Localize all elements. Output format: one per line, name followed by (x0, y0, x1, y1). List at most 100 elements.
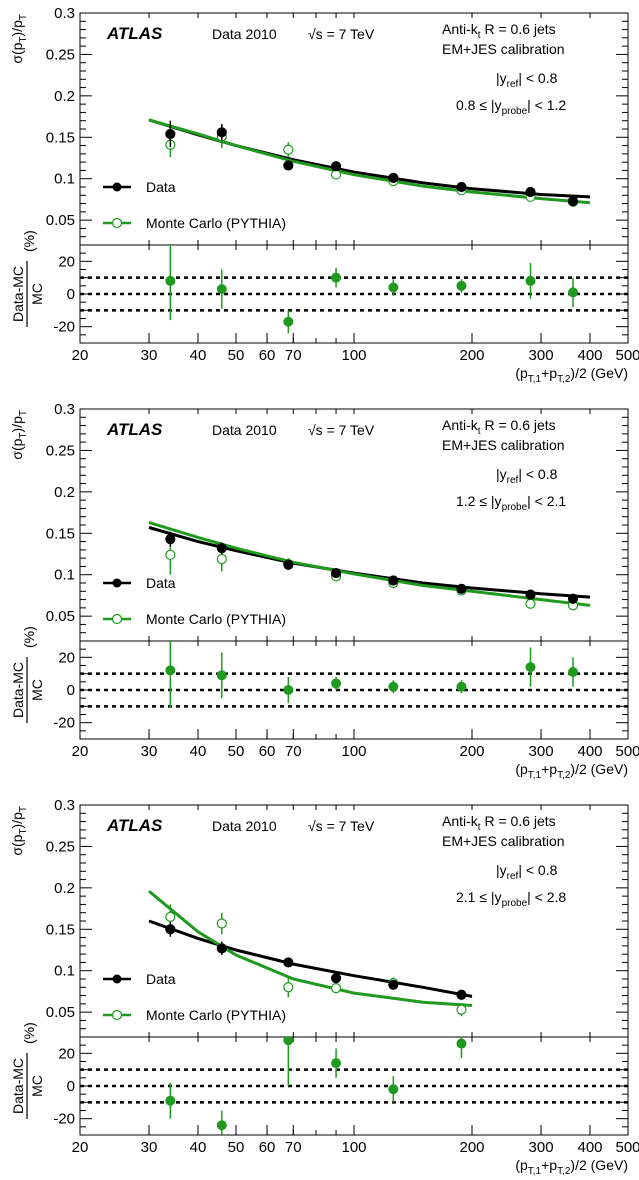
x-tick-label: 300 (529, 347, 554, 364)
x-tick-label: 70 (285, 1139, 302, 1156)
mc-point (165, 549, 176, 560)
mc-point (283, 144, 294, 155)
data-point (456, 989, 467, 1000)
probe-rapidity-label: 1.2 ≤ |yprobe| < 2.1 (456, 493, 566, 513)
data-point (525, 186, 536, 198)
ratio-label-unit: (%) (21, 230, 37, 252)
ratio-label-numerator: Data-MC (10, 266, 26, 322)
legend-data-marker (112, 974, 122, 984)
x-tick-label: 30 (141, 347, 158, 364)
mc-point (330, 983, 342, 994)
y-tick-label: 0.2 (54, 484, 75, 501)
data-point (567, 195, 579, 207)
ratio-tick-label: -20 (53, 715, 75, 732)
legend-mc-label: Monte Carlo (PYTHIA) (146, 611, 286, 627)
x-tick-label: 500 (615, 1139, 639, 1156)
ratio-tick-label: 0 (67, 682, 75, 699)
ratio-point (283, 685, 294, 695)
ratio-label-denominator: MC (29, 283, 45, 305)
data-point (456, 181, 467, 193)
ratio-point (456, 1038, 467, 1049)
atlas-label: ATLAS (106, 24, 163, 43)
fit-curve-mc (148, 521, 591, 607)
x-tick-label: 400 (577, 743, 602, 760)
x-tick-label: 400 (577, 347, 602, 364)
ratio-point (331, 272, 342, 283)
y-tick-label: 0.05 (46, 608, 75, 625)
y-tick-label: 0.05 (46, 212, 75, 229)
ratio-point (216, 284, 227, 295)
x-axis-label: (pT,1+pT,2)/2 (GeV) (515, 761, 628, 781)
x-tick-label: 60 (259, 743, 276, 760)
panel-3: 20 30 40 50 60 70 100 200 300 400 5000.050.10.150.… (9, 797, 639, 1177)
y-tick-label: 0.25 (46, 838, 75, 855)
x-tick-label: 400 (577, 1139, 602, 1156)
y-tick-label: 0.2 (54, 880, 75, 897)
ratio-label-denominator: MC (29, 679, 45, 701)
data-point (165, 924, 176, 935)
legend-mc-marker (111, 217, 123, 229)
y-tick-label: 0.1 (54, 171, 75, 188)
jet-algorithm-label: Anti-kt R = 0.6 jets (442, 21, 556, 41)
data-point (216, 943, 227, 954)
ratio-tick-label: 20 (58, 649, 75, 666)
x-tick-label: 50 (228, 743, 245, 760)
panel-2: 20 30 40 50 60 70 100 200 300 400 5000.050.10.150.… (9, 401, 639, 781)
calibration-label: EM+JES calibration (442, 41, 565, 57)
x-tick-label: 70 (285, 743, 302, 760)
ratio-point (165, 275, 176, 286)
x-axis-label: (pT,1+pT,2)/2 (GeV) (515, 365, 628, 385)
ratio-point (568, 287, 579, 298)
legend-mc-marker (111, 1009, 123, 1021)
atlas-label: ATLAS (106, 816, 163, 835)
y-axis-label: σ(pT)/pT (9, 410, 29, 460)
probe-rapidity-label: 2.1 ≤ |yprobe| < 2.8 (456, 889, 566, 909)
x-tick-label: 100 (341, 347, 366, 364)
ratio-point (216, 1120, 227, 1131)
ratio-point (388, 1084, 399, 1095)
y-axis-label: σ(pT)/pT (9, 806, 29, 856)
x-tick-label: 20 (72, 1139, 89, 1156)
ratio-point (525, 662, 536, 673)
fit-curve-mc (148, 890, 473, 1007)
y-tick-label: 0.3 (54, 401, 75, 418)
x-tick-label: 40 (190, 1139, 207, 1156)
data-point (283, 160, 294, 171)
x-tick-label: 100 (341, 1139, 366, 1156)
data-point (388, 172, 399, 183)
data-point (388, 575, 399, 586)
x-tick-label: 100 (341, 743, 366, 760)
x-tick-label: 500 (615, 347, 639, 364)
data-year-label: Data 2010 (212, 26, 277, 42)
x-tick-label: 60 (259, 1139, 276, 1156)
ratio-tick-label: 0 (67, 286, 75, 303)
ratio-label-numerator: Data-MC (10, 1058, 26, 1114)
x-tick-label: 70 (285, 347, 302, 364)
legend-data-marker (112, 578, 122, 588)
reference-rapidity-label: |yref| < 0.8 (496, 466, 558, 486)
x-tick-label: 20 (72, 347, 89, 364)
data-point (283, 559, 294, 570)
data-year-label: Data 2010 (212, 422, 277, 438)
ratio-point (331, 1058, 342, 1069)
x-tick-label: 200 (459, 347, 484, 364)
y-tick-label: 0.1 (54, 963, 75, 980)
x-tick-label: 40 (190, 347, 207, 364)
legend-data-label: Data (146, 971, 176, 987)
data-year-label: Data 2010 (212, 818, 277, 834)
ratio-point (283, 1037, 294, 1046)
reference-rapidity-label: |yref| < 0.8 (496, 862, 558, 882)
ratio-point (216, 670, 227, 681)
data-point (567, 593, 579, 604)
fit-curve-data (148, 919, 473, 998)
x-tick-label: 300 (529, 743, 554, 760)
data-point (525, 589, 536, 600)
jet-algorithm-label: Anti-kt R = 0.6 jets (442, 813, 556, 833)
ratio-tick-label: 20 (58, 253, 75, 270)
ratio-y-axis-label: Data-MC MC (%) (10, 1022, 45, 1119)
data-point (283, 957, 294, 968)
panel-1: 20 30 40 50 60 70 100 200 300 400 5000.050.10.150.… (9, 5, 639, 385)
data-point (165, 533, 176, 545)
mc-point (165, 911, 176, 922)
x-tick-label: 500 (615, 743, 639, 760)
